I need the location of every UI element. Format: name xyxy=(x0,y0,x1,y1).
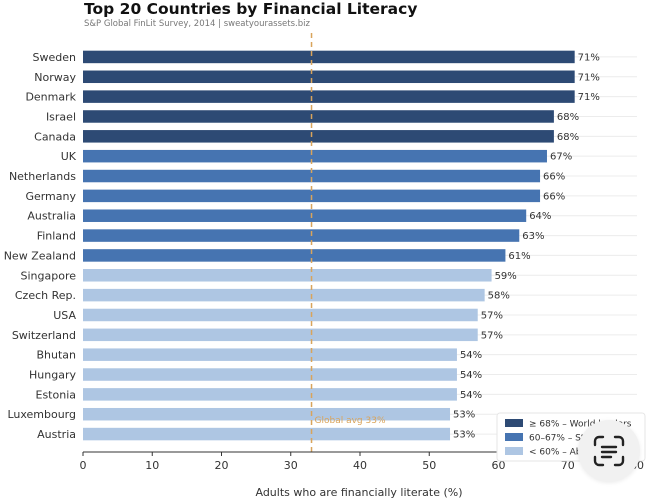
category-label: New Zealand xyxy=(4,249,76,262)
bar xyxy=(83,70,575,84)
bar xyxy=(83,209,527,222)
value-label: 71% xyxy=(578,52,600,63)
value-label: 61% xyxy=(508,251,530,262)
category-label: Germany xyxy=(25,190,76,203)
x-tick-label: 10 xyxy=(145,459,159,472)
value-label: 57% xyxy=(481,310,503,321)
bar xyxy=(83,50,575,64)
bar xyxy=(83,368,457,381)
value-label: 66% xyxy=(543,191,565,202)
value-label: 68% xyxy=(557,132,579,143)
x-tick-label: 30 xyxy=(284,459,298,472)
value-label: 71% xyxy=(578,92,600,103)
x-tick-label: 20 xyxy=(215,459,229,472)
value-label: 71% xyxy=(578,72,600,83)
chart-subtitle: S&P Global FinLit Survey, 2014 | sweatyo… xyxy=(84,19,310,29)
category-label: Singapore xyxy=(21,269,77,282)
category-label: Switzerland xyxy=(12,329,76,342)
category-label: Norway xyxy=(34,71,76,84)
bar xyxy=(83,348,457,361)
category-label: Australia xyxy=(27,210,76,223)
x-axis-title: Adults who are financially literate (%) xyxy=(255,486,462,499)
legend-label: ≥ 68% – World leaders xyxy=(529,420,632,430)
legend-swatch xyxy=(505,447,523,455)
category-label: USA xyxy=(53,309,76,322)
x-tick-label: 70 xyxy=(561,459,575,472)
bar xyxy=(83,169,541,183)
bar xyxy=(83,269,492,282)
legend-swatch xyxy=(505,419,523,427)
value-label: 54% xyxy=(460,370,482,381)
category-label: Czech Rep. xyxy=(15,289,76,302)
bar xyxy=(83,328,478,342)
value-label: 53% xyxy=(453,430,475,441)
bars: Sweden 71% Norway 71% Denmark 71% Israel 68% Can… xyxy=(4,50,600,441)
bar xyxy=(83,427,451,441)
legend-label: 60–67% – Strong xyxy=(529,434,605,444)
category-label: Luxembourg xyxy=(7,408,76,421)
bar xyxy=(83,407,451,421)
value-label: 64% xyxy=(529,211,551,222)
x-tick-label: 0 xyxy=(80,459,87,472)
value-label: 67% xyxy=(550,152,572,163)
bar xyxy=(83,110,554,123)
category-label: Hungary xyxy=(29,369,76,382)
lens-search-button[interactable] xyxy=(578,420,640,482)
legend-swatch xyxy=(505,433,523,441)
reference-line-group: Global avg 33% xyxy=(310,33,386,452)
bar xyxy=(83,249,506,262)
category-label: Finland xyxy=(37,230,76,243)
category-label: UK xyxy=(61,150,77,163)
value-label: 66% xyxy=(543,172,565,183)
bar xyxy=(83,90,575,103)
value-label: 54% xyxy=(460,350,482,361)
x-tick-label: 60 xyxy=(492,459,506,472)
category-label: Netherlands xyxy=(9,170,76,183)
value-label: 57% xyxy=(481,330,503,341)
x-tick-label: 40 xyxy=(353,459,367,472)
category-label: Israel xyxy=(46,110,76,123)
bar xyxy=(83,130,554,143)
reference-line-label: Global avg 33% xyxy=(315,416,386,426)
bar xyxy=(83,149,547,163)
x-tick-label: 50 xyxy=(422,459,436,472)
bar xyxy=(83,288,485,302)
value-label: 68% xyxy=(557,112,579,123)
value-label: 63% xyxy=(522,231,544,242)
category-label: Sweden xyxy=(33,51,76,64)
chart-title: Top 20 Countries by Financial Literacy xyxy=(84,0,418,18)
value-label: 58% xyxy=(488,291,510,302)
bar xyxy=(83,388,457,401)
category-label: Denmark xyxy=(25,91,76,104)
category-label: Bhutan xyxy=(36,349,76,362)
category-label: Austria xyxy=(37,428,76,441)
bar xyxy=(83,308,478,322)
bar xyxy=(83,229,520,242)
value-label: 59% xyxy=(495,271,517,282)
scan-text-icon xyxy=(593,435,625,467)
value-label: 54% xyxy=(460,390,482,401)
category-label: Canada xyxy=(34,130,76,143)
category-label: Estonia xyxy=(36,388,77,401)
value-label: 53% xyxy=(453,410,475,421)
